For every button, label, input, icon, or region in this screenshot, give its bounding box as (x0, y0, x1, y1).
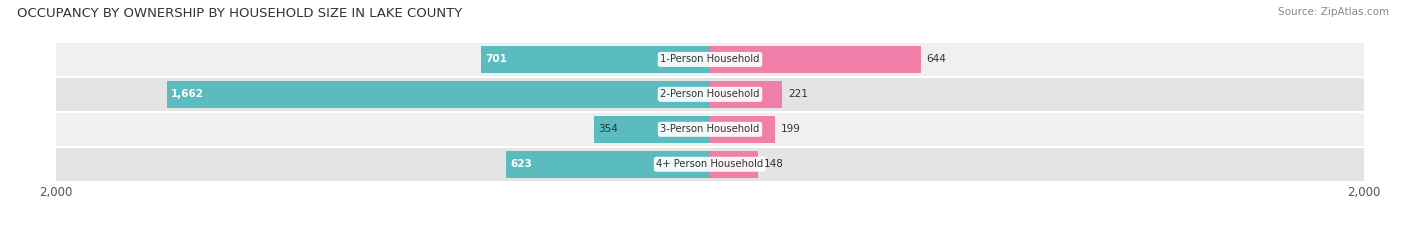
Text: 644: 644 (927, 55, 946, 64)
Bar (481, 46, 710, 73)
Text: 221: 221 (789, 89, 808, 99)
Text: 4+ Person Household: 4+ Person Household (657, 159, 763, 169)
Bar (56, 147, 1364, 182)
Bar (56, 112, 1364, 147)
Text: 623: 623 (510, 159, 531, 169)
Text: 1,662: 1,662 (170, 89, 204, 99)
Bar (710, 116, 775, 143)
Text: 2-Person Household: 2-Person Household (661, 89, 759, 99)
Legend: Owner-occupied, Renter-occupied: Owner-occupied, Renter-occupied (591, 230, 830, 233)
Text: 148: 148 (765, 159, 785, 169)
Text: OCCUPANCY BY OWNERSHIP BY HOUSEHOLD SIZE IN LAKE COUNTY: OCCUPANCY BY OWNERSHIP BY HOUSEHOLD SIZE… (17, 7, 463, 20)
Bar (710, 151, 758, 178)
Bar (167, 81, 710, 108)
Text: Source: ZipAtlas.com: Source: ZipAtlas.com (1278, 7, 1389, 17)
Bar (710, 81, 782, 108)
Bar (710, 46, 921, 73)
Text: 354: 354 (598, 124, 619, 134)
Text: 3-Person Household: 3-Person Household (661, 124, 759, 134)
Bar (56, 77, 1364, 112)
Bar (506, 151, 710, 178)
Bar (595, 116, 710, 143)
Text: 701: 701 (485, 55, 506, 64)
Text: 1-Person Household: 1-Person Household (661, 55, 759, 64)
Bar (56, 42, 1364, 77)
Text: 199: 199 (780, 124, 801, 134)
